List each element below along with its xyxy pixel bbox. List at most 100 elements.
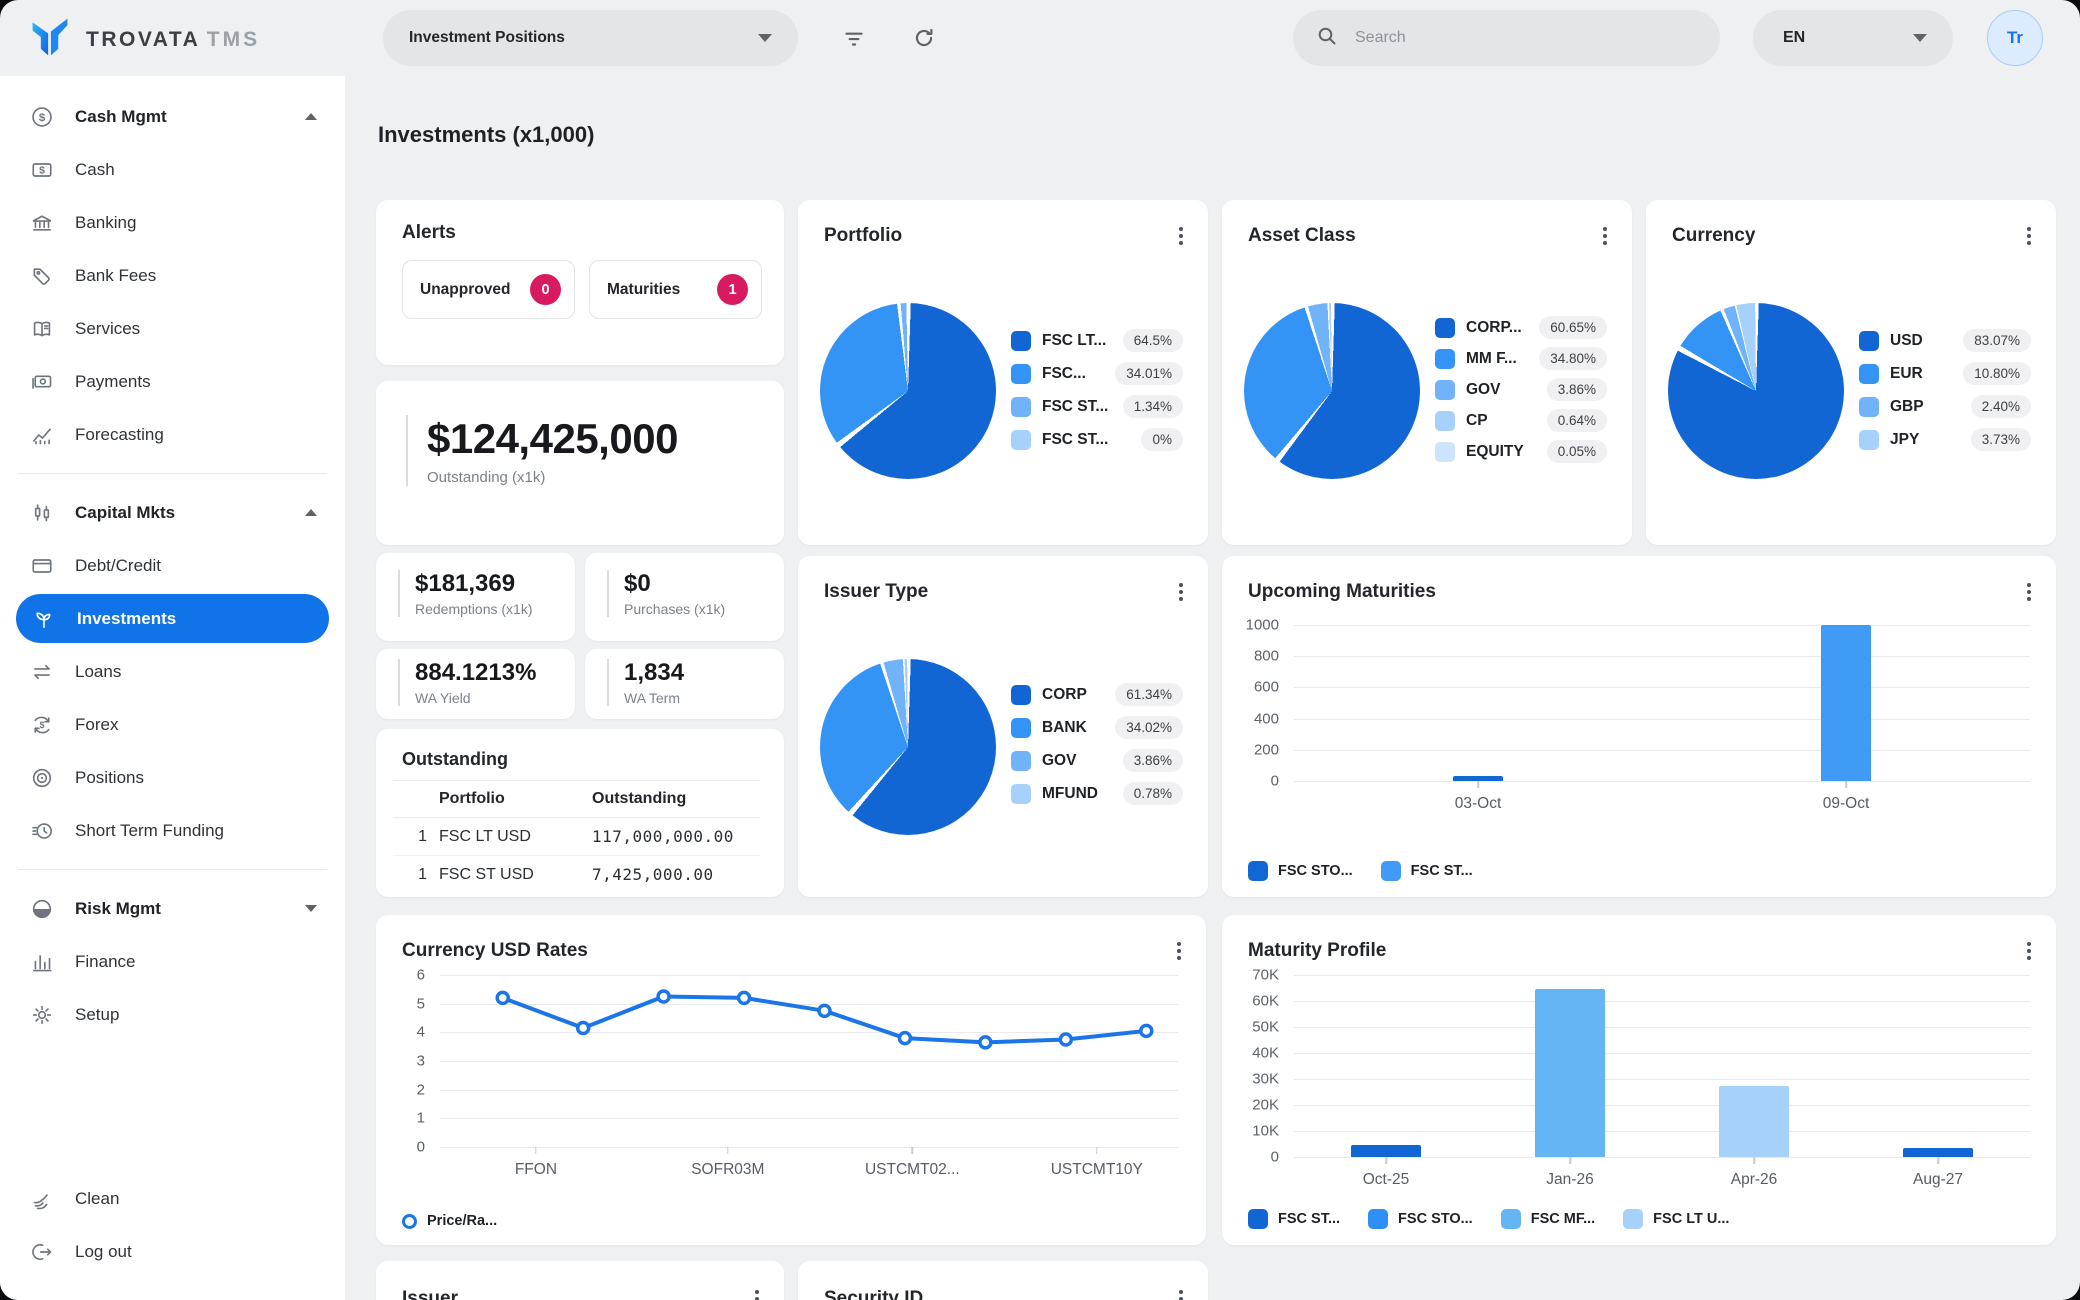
outstanding-value: $124,425,000 [427,415,784,463]
sidebar-item-cash[interactable]: $ Cash [0,143,345,196]
currency-usd-rates-card: Currency USD Rates 6543210FFONSOFR03MUST… [376,915,1206,1245]
sidebar-item-payments[interactable]: Payments [0,355,345,408]
kebab-menu-icon[interactable] [1174,222,1188,250]
currency-exchange-icon: $ [30,713,54,737]
maturity-profile-bar-chart[interactable]: 70K60K50K40K30K20K10K0Oct-25Jan-26Apr-26… [1294,975,2030,1157]
portfolio-pie-chart[interactable] [820,303,996,479]
currency-pie-chart[interactable] [1668,303,1844,479]
legend-item[interactable]: FSC STO... [1368,1209,1473,1229]
currency-usd-rates-line-chart[interactable]: 6543210FFONSOFR03MUSTCMT02...USTCMT10Y [440,975,1178,1147]
kebab-menu-icon[interactable] [750,1285,764,1300]
legend-item[interactable]: FSC ST... 1.34% [1011,390,1183,423]
book-icon [30,317,54,341]
legend-item[interactable]: GBP 2.40% [1859,390,2031,423]
kebab-menu-icon[interactable] [2022,937,2036,965]
sidebar-item-log-out[interactable]: Log out [0,1225,345,1278]
card-title: Alerts [402,222,456,244]
legend-item[interactable]: FSC ST... [1248,1209,1340,1229]
legend-item[interactable]: USD 83.07% [1859,324,2031,357]
legend-item[interactable]: FSC LT... 64.5% [1011,324,1183,357]
legend-item[interactable]: FSC ST... 0% [1011,423,1183,456]
sidebar-section-cash-mgmt[interactable]: $ Cash Mgmt [0,90,345,143]
view-selector-dropdown[interactable]: Investment Positions [383,10,798,66]
legend-item[interactable]: GOV 3.86% [1435,374,1607,405]
wa-yield-kpi-card: 884.1213% WA Yield [376,649,575,719]
search-input[interactable] [1353,28,1698,48]
sprout-icon [32,607,56,631]
table-row[interactable]: 1 FSC LT USD 117,000,000.00 [393,818,760,856]
alert-maturities[interactable]: Maturities 1 [589,260,762,319]
sidebar-item-forex[interactable]: $ Forex [0,698,345,751]
sidebar-item-loans[interactable]: Loans [0,645,345,698]
legend-item[interactable]: CP 0.64% [1435,405,1607,436]
sidebar-item-setup[interactable]: Setup [0,988,345,1041]
purchases-kpi-card: $0 Purchases (x1k) [585,553,784,641]
legend-item[interactable]: MM F... 34.80% [1435,343,1607,374]
chevron-up-icon [305,509,317,516]
alert-unapproved[interactable]: Unapproved 0 [402,260,575,319]
view-selector-label: Investment Positions [409,29,565,47]
kebab-menu-icon[interactable] [1174,1285,1188,1300]
legend-item[interactable]: Price/Ra... [402,1213,497,1229]
legend-item[interactable]: FSC STO... [1248,861,1353,881]
filter-button[interactable] [838,22,870,54]
legend-item[interactable]: FSC... 34.01% [1011,357,1183,390]
table-header-row: Portfolio Outstanding [393,781,760,818]
legend-item[interactable]: MFUND 0.78% [1011,777,1183,810]
kebab-menu-icon[interactable] [1598,222,1612,250]
kebab-menu-icon[interactable] [1172,937,1186,965]
sidebar-section-risk-mgmt[interactable]: Risk Mgmt [0,882,345,935]
sidebar-item-clean[interactable]: Clean [0,1172,345,1225]
kebab-menu-icon[interactable] [2022,578,2036,606]
security-id-card: Security ID [798,1261,1208,1300]
upcoming-maturities-bar-chart[interactable]: 1000800600400200003-Oct09-Oct [1294,625,2030,781]
language-dropdown[interactable]: EN [1753,10,1953,66]
payment-icon [30,370,54,394]
legend-item[interactable]: CORP 61.34% [1011,678,1183,711]
chevron-down-icon [758,34,772,42]
maturities-count-badge: 1 [717,274,748,305]
legend-item[interactable]: GOV 3.86% [1011,744,1183,777]
legend-item[interactable]: JPY 3.73% [1859,423,2031,456]
upcoming-maturities-card: Upcoming Maturities 1000800600400200003-… [1222,556,2056,897]
sidebar-item-debt-credit[interactable]: Debt/Credit [0,539,345,592]
issuer-type-legend: CORP 61.34% BANK 34.02% GOV 3.86% MFUND … [1011,678,1183,810]
outstanding-kpi-card: $124,425,000 Outstanding (x1k) [376,381,784,545]
tag-icon [30,264,54,288]
table-title: Outstanding [376,729,784,780]
sidebar-item-banking[interactable]: Banking [0,196,345,249]
issuer-type-pie-chart[interactable] [820,659,996,835]
table-row[interactable]: 1 FSC ST USD 7,425,000.00 [393,856,760,894]
sidebar-item-forecasting[interactable]: Forecasting [0,408,345,461]
wa-term-kpi-card: 1,834 WA Term [585,649,784,719]
sidebar-item-bank-fees[interactable]: Bank Fees [0,249,345,302]
legend-item[interactable]: EQUITY 0.05% [1435,436,1607,467]
sidebar-item-finance[interactable]: Finance [0,935,345,988]
swap-arrows-icon [30,660,54,684]
legend-item[interactable]: FSC MF... [1501,1209,1595,1229]
portfolio-legend: FSC LT... 64.5% FSC... 34.01% FSC ST... … [1011,324,1183,456]
asset-class-legend: CORP... 60.65% MM F... 34.80% GOV 3.86% … [1435,312,1607,467]
sidebar-item-services[interactable]: Services [0,302,345,355]
sidebar-item-short-term-funding[interactable]: Short Term Funding [0,804,345,857]
forecast-chart-icon [30,423,54,447]
refresh-button[interactable] [908,22,940,54]
user-avatar[interactable]: Tr [1987,10,2043,66]
sidebar-section-capital-mkts[interactable]: Capital Mkts [0,486,345,539]
clock-icon [30,819,54,843]
legend-item[interactable]: EUR 10.80% [1859,357,2031,390]
kebab-menu-icon[interactable] [2022,222,2036,250]
asset-class-pie-chart[interactable] [1244,303,1420,479]
legend-item[interactable]: CORP... 60.65% [1435,312,1607,343]
sidebar: $ Cash Mgmt $ Cash Banking Bank Fees Ser… [0,76,345,1300]
outstanding-table-card: Outstanding Portfolio Outstanding 1 FSC … [376,729,784,897]
upcoming-maturities-legend: FSC STO... FSC ST... [1248,861,1473,881]
outstanding-label: Outstanding (x1k) [427,469,784,486]
sidebar-item-investments[interactable]: Investments [16,594,329,643]
legend-item[interactable]: BANK 34.02% [1011,711,1183,744]
search-bar[interactable] [1293,10,1720,66]
legend-item[interactable]: FSC ST... [1381,861,1473,881]
sidebar-item-positions[interactable]: Positions [0,751,345,804]
kebab-menu-icon[interactable] [1174,578,1188,606]
legend-item[interactable]: FSC LT U... [1623,1209,1729,1229]
